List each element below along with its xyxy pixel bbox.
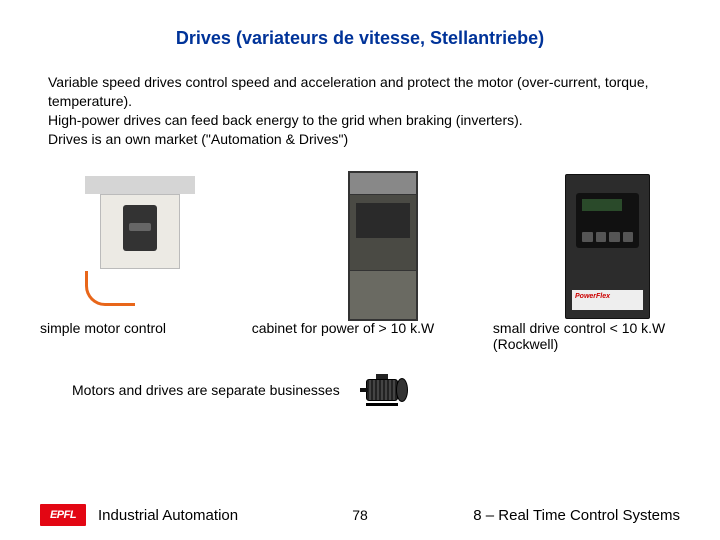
body-paragraph: Variable speed drives control speed and …: [0, 49, 720, 149]
device3-brand: PowerFlex: [575, 293, 610, 300]
footer-chapter: 8 – Real Time Control Systems: [473, 507, 680, 524]
caption-3: small drive control < 10 k.W (Rockwell): [493, 320, 680, 352]
caption-1: simple motor control: [40, 320, 252, 352]
device-powerflex: PowerFlex: [565, 174, 650, 319]
separate-businesses-row: Motors and drives are separate businesse…: [0, 352, 720, 406]
slide-title: Drives (variateurs de vitesse, Stellantr…: [0, 0, 720, 49]
page-number: 78: [352, 507, 368, 523]
motor-icon: [360, 374, 412, 406]
device-cabinet: [348, 171, 418, 321]
epfl-logo: EPFL: [40, 504, 86, 526]
device-motor-starter: [80, 176, 200, 306]
images-row: PowerFlex: [0, 149, 720, 314]
slide-footer: EPFL Industrial Automation 78 8 – Real T…: [0, 504, 720, 526]
figure-cabinet: [338, 169, 428, 324]
caption-2: cabinet for power of > 10 k.W: [252, 320, 493, 352]
figure-simple-motor-control: [70, 169, 210, 314]
captions-row: simple motor control cabinet for power o…: [0, 314, 720, 352]
figure-small-drive: PowerFlex: [555, 169, 660, 324]
separate-text: Motors and drives are separate businesse…: [72, 382, 340, 398]
footer-title: Industrial Automation: [98, 507, 238, 524]
